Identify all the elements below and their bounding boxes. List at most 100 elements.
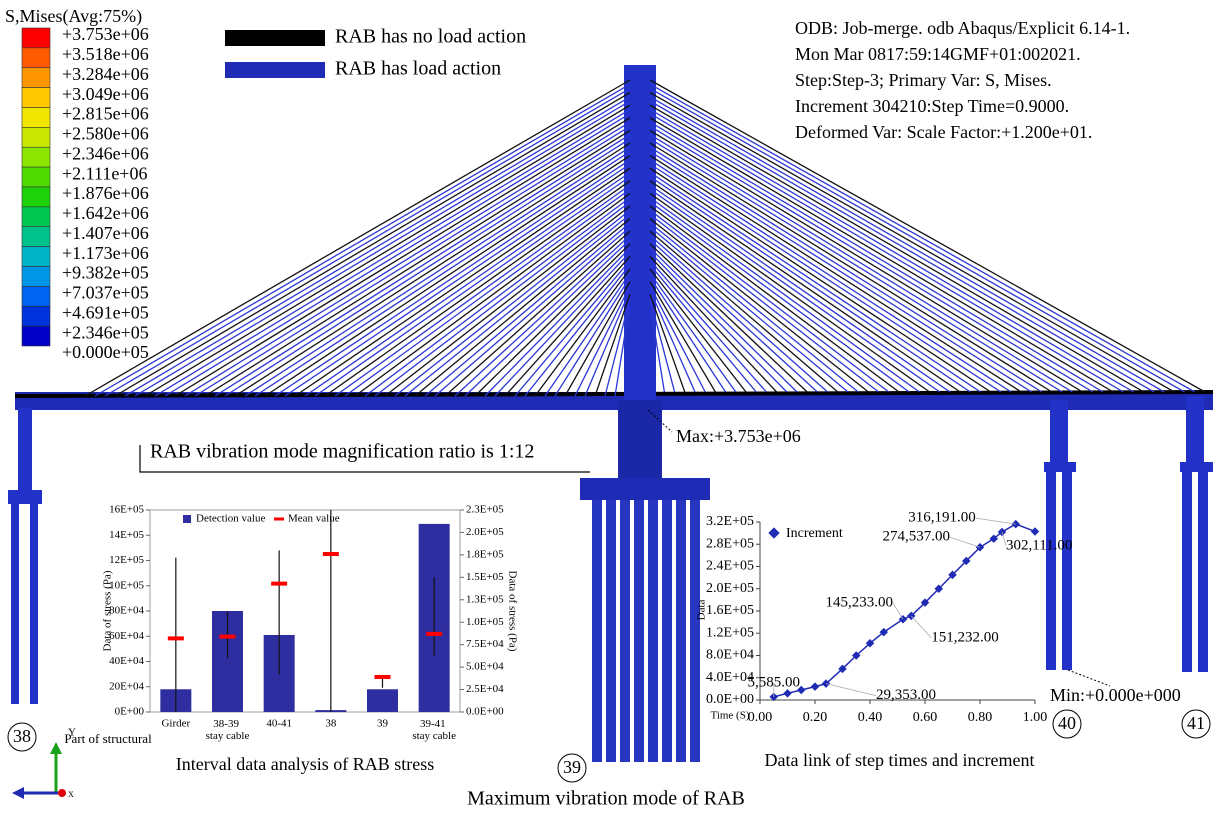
colorbar-label: +3.753e+06 <box>62 24 149 44</box>
colorbar-band <box>22 207 50 227</box>
colorbar-band <box>22 167 50 187</box>
colorbar: S,Mises(Avg:75%) +3.753e+06+3.518e+06+3.… <box>5 6 149 362</box>
y-tick-label: 40E+04 <box>109 655 144 667</box>
cable <box>650 139 1062 392</box>
colorbar-label: +7.037e+05 <box>62 283 149 303</box>
info-line: Step:Step-3; Primary Var: S, Mises. <box>795 70 1052 90</box>
pile-group-39 <box>592 500 700 762</box>
label-leader <box>893 603 903 619</box>
cable <box>435 227 630 396</box>
colorbar-label: +3.518e+06 <box>62 44 149 64</box>
y-tick-label: 0.0E+00 <box>706 692 754 707</box>
cable <box>115 93 630 396</box>
y2-tick-label: 1.3E+05 <box>466 593 504 605</box>
cable <box>515 261 630 396</box>
info-line: Increment 304210:Step Time=0.9000. <box>795 96 1069 116</box>
cable <box>650 126 1093 392</box>
y-tick-label: 10E+05 <box>109 579 144 591</box>
key-label: RAB has load action <box>335 58 501 80</box>
pile-cap <box>580 478 710 500</box>
pier-label: 38 <box>13 726 31 746</box>
y-tick-label: 12E+05 <box>109 554 144 566</box>
cable <box>650 160 1011 392</box>
min-note: Min:+0.000e+000 <box>1050 685 1181 705</box>
cable <box>525 265 630 396</box>
colorbar-label: +1.642e+06 <box>62 203 149 223</box>
x-tick-label: 39-41 stay cable <box>412 718 456 742</box>
colorbar-band <box>22 127 50 147</box>
cable <box>535 269 630 396</box>
key-swatch <box>225 30 325 46</box>
colorbar-label: +1.173e+06 <box>62 243 149 263</box>
info-line: Deformed Var: Scale Factor:+1.200e+01. <box>795 122 1092 142</box>
bar <box>367 689 398 712</box>
colorbar-band <box>22 306 50 326</box>
point <box>1031 527 1039 535</box>
colorbar-band <box>22 267 50 287</box>
cable <box>185 122 630 396</box>
y2-tick-label: 2.3E+05 <box>466 504 504 516</box>
y-tick-label: 14E+05 <box>109 529 144 541</box>
data-label: 316,191.00 <box>908 510 976 526</box>
x-tick-label: 40-41 <box>266 718 292 730</box>
x-tick-label: 0.80 <box>968 710 993 725</box>
y-tick-label: 60E+04 <box>109 630 144 642</box>
colorbar-label: +1.407e+06 <box>62 223 149 243</box>
x-tick-label: 39 <box>377 718 389 730</box>
y-axis-title: Data of stress (Pa) <box>102 570 114 651</box>
colorbar-band <box>22 108 50 128</box>
cable <box>650 273 736 392</box>
mean-marker <box>426 632 442 636</box>
legend-swatch <box>274 518 284 521</box>
label-leader <box>826 684 876 696</box>
cable <box>95 84 630 396</box>
legend-label: Increment <box>786 526 843 541</box>
figure: S,Mises(Avg:75%) +3.753e+06+3.518e+06+3.… <box>0 0 1213 814</box>
info-line: ODB: Job-merge. odb Abaqus/Explicit 6.14… <box>795 18 1130 38</box>
colorbar-band <box>22 286 50 306</box>
page: { "colorbar": { "title": "S,Mises(Avg:75… <box>0 0 1213 814</box>
data-label: 29,353.00 <box>876 687 936 703</box>
label-leader <box>911 616 931 638</box>
cable <box>125 97 630 396</box>
colorbar-label: +2.815e+06 <box>62 104 149 124</box>
x-tick-label: Girder <box>161 718 190 730</box>
y-axis-title: Data <box>696 600 708 621</box>
data-label: 274,537.00 <box>883 529 951 545</box>
colorbar-band <box>22 247 50 267</box>
colorbar-band <box>22 227 50 247</box>
figure-caption: Maximum vibration mode of RAB <box>467 788 745 810</box>
pier-41 <box>1180 396 1213 672</box>
mean-marker <box>168 636 184 640</box>
x-arrowhead <box>12 787 24 799</box>
cable <box>355 193 630 396</box>
cable <box>650 143 1052 392</box>
y2-tick-label: 2.0E+05 <box>466 526 504 538</box>
data-label: 5,585.00 <box>748 674 801 690</box>
key-swatch <box>225 62 325 78</box>
y2-axis-title: Data of stress (Pa) <box>506 571 518 652</box>
y2-tick-label: 1.0E+05 <box>466 616 504 628</box>
colorbar-label: +2.580e+06 <box>62 124 149 144</box>
y2-tick-label: 0.0E+00 <box>466 706 504 718</box>
series-line <box>774 524 1035 697</box>
y-tick-label: 0E+00 <box>115 706 145 718</box>
x-tick-label: 0.20 <box>803 710 828 725</box>
bridge-model <box>8 65 1213 762</box>
min-leader <box>1068 670 1110 686</box>
colorbar-band <box>22 147 50 167</box>
cable <box>650 269 746 392</box>
y-tick-label: 1.2E+05 <box>706 625 754 640</box>
y-tick-label: 2.4E+05 <box>706 559 754 574</box>
cable <box>305 172 630 396</box>
cable <box>650 202 909 392</box>
label-leader <box>976 518 1016 524</box>
y2-tick-label: 7.5E+04 <box>466 638 504 650</box>
key: RAB has no load actionRAB has load actio… <box>225 26 526 80</box>
data-label: 302,111.00 <box>1006 537 1072 553</box>
colorbar-label: +4.691e+05 <box>62 302 149 322</box>
legend-marker <box>768 527 779 538</box>
inset-charts: 0E+0020E+0440E+0460E+0480E+0410E+0512E+0… <box>64 504 1072 775</box>
colorbar-label: +2.111e+06 <box>62 163 147 183</box>
colorbar-band <box>22 326 50 346</box>
